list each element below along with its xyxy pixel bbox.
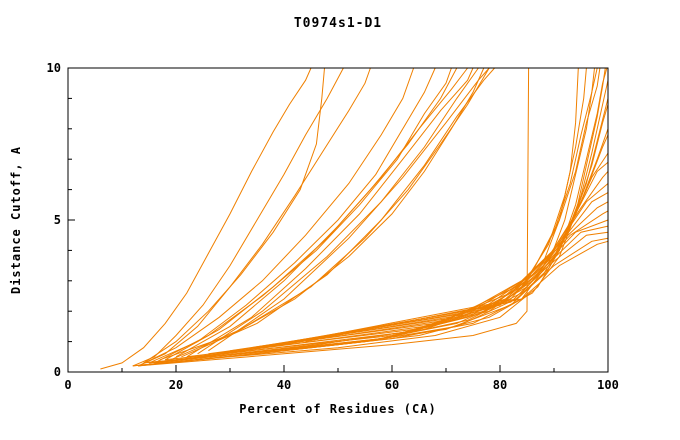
x-tick-label: 100	[597, 378, 619, 392]
series-line	[305, 240, 609, 343]
series-line	[154, 67, 452, 364]
series-line	[229, 192, 609, 352]
series-line	[154, 67, 601, 364]
chart-title: T0974s1-D1	[293, 16, 383, 31]
x-axis-label: Percent of Residues (CA)	[239, 402, 437, 416]
series-line	[143, 80, 609, 364]
series-line	[100, 67, 312, 370]
series-line	[251, 210, 609, 349]
series-line	[138, 67, 606, 367]
series-line	[181, 67, 495, 358]
y-axis-label: Distance Cutoff, A	[9, 145, 23, 295]
x-tick-label: 60	[385, 378, 399, 392]
y-tick-label: 10	[47, 61, 61, 75]
series-line	[186, 67, 474, 358]
series-line	[294, 237, 609, 343]
y-tick-label: 5	[54, 213, 61, 227]
y-tick-label: 0	[54, 365, 61, 379]
series-line	[240, 201, 609, 352]
x-tick-label: 80	[493, 378, 507, 392]
x-tick-label: 40	[277, 378, 291, 392]
series-line	[197, 67, 479, 355]
series-line	[208, 171, 609, 355]
series-line	[137, 67, 371, 367]
series-line	[132, 67, 608, 367]
series-line	[175, 67, 468, 358]
x-tick-label: 0	[64, 378, 71, 392]
series-line	[138, 67, 579, 367]
series-line	[148, 67, 436, 364]
series-line	[154, 104, 609, 364]
series-line	[137, 67, 415, 367]
series-line	[262, 219, 609, 349]
series-line	[132, 67, 344, 367]
x-tick-label: 20	[169, 378, 183, 392]
series-line	[138, 67, 530, 367]
series-line	[143, 67, 325, 364]
